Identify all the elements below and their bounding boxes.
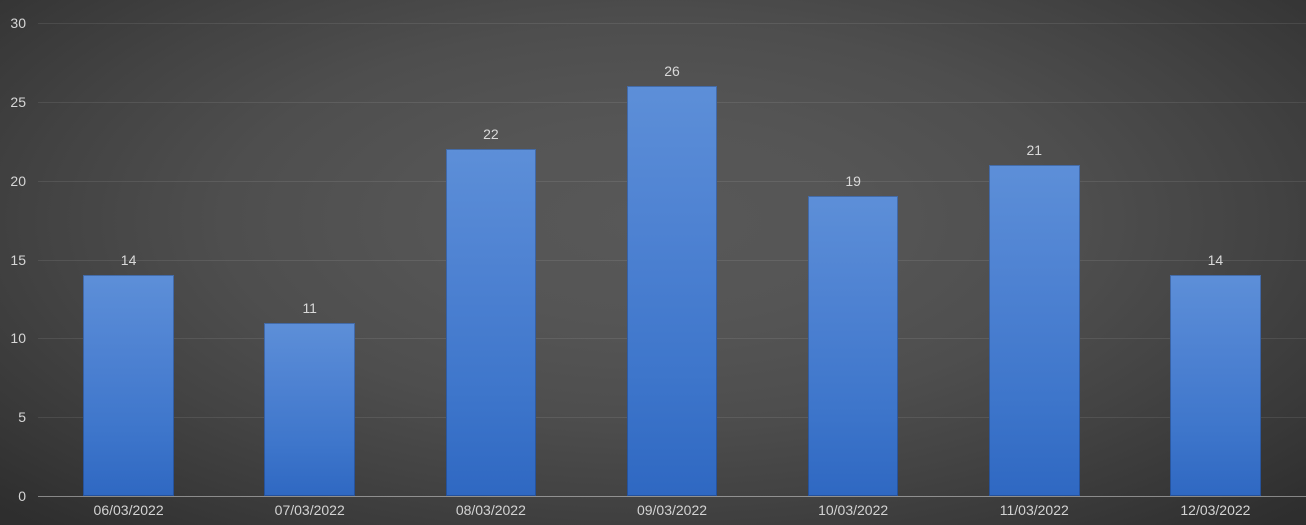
y-axis-tick-label: 15 — [10, 251, 26, 268]
bar[interactable] — [807, 196, 899, 496]
bar-value-label: 19 — [845, 173, 861, 190]
plot-area: 14 11 22 26 19 21 14 — [38, 23, 1306, 497]
bar-slot: 14 — [38, 23, 219, 496]
bar[interactable] — [988, 164, 1080, 496]
bar-value-label: 22 — [483, 126, 499, 143]
bar[interactable] — [626, 86, 718, 496]
y-axis-tick-label: 25 — [10, 93, 26, 110]
bar-slot: 21 — [944, 23, 1125, 496]
x-axis-tick-label: 09/03/2022 — [636, 502, 708, 518]
x-axis-tick-label: 07/03/2022 — [274, 502, 345, 518]
x-axis-tick-label: 12/03/2022 — [1180, 502, 1251, 518]
y-axis-tick-label: 0 — [18, 488, 26, 504]
bar-slot: 19 — [763, 23, 944, 496]
bar[interactable] — [264, 322, 355, 496]
x-axis-tick-label: 10/03/2022 — [818, 502, 889, 518]
bar-value-label: 14 — [1207, 252, 1224, 269]
x-axis-tick-label: 11/03/2022 — [999, 502, 1069, 518]
bar[interactable] — [83, 275, 174, 496]
bar-slot: 22 — [400, 23, 581, 496]
bar-value-label: 11 — [302, 299, 317, 316]
bar-value-label: 21 — [1026, 141, 1043, 158]
bar-value-label: 26 — [664, 63, 680, 80]
bar[interactable] — [445, 149, 537, 496]
bar[interactable] — [1170, 275, 1261, 496]
y-axis-tick-label: 10 — [10, 330, 26, 347]
gridline — [38, 23, 1306, 24]
bar-slot: 26 — [581, 23, 762, 496]
y-axis-tick-label: 5 — [18, 409, 26, 426]
bar-value-label: 14 — [120, 252, 137, 269]
bar-slot: 11 — [219, 23, 400, 496]
gridline — [38, 496, 1306, 497]
x-axis-tick-label: 06/03/2022 — [93, 502, 164, 518]
bar-slot: 14 — [1125, 23, 1306, 496]
y-axis-tick-label: 20 — [10, 172, 26, 189]
x-axis-tick-label: 08/03/2022 — [455, 502, 526, 518]
y-axis-tick-label: 30 — [10, 15, 26, 31]
